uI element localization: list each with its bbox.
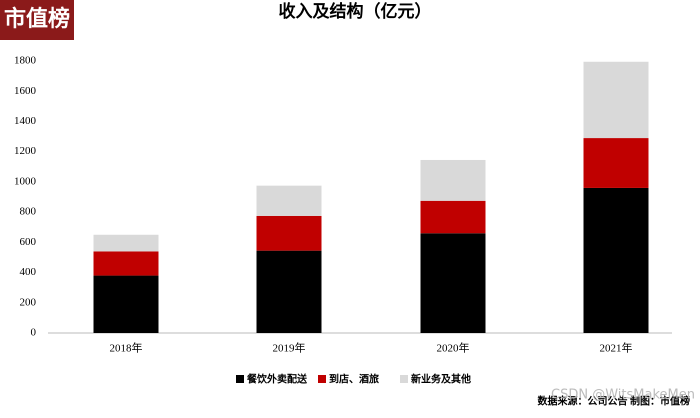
y-tick-label: 1000	[14, 175, 37, 187]
source: 数据来源：公司公告 制图：市值榜	[538, 394, 691, 407]
logo-box	[0, 0, 74, 40]
bar-segment	[93, 234, 159, 252]
logo: 市值榜	[4, 6, 70, 31]
y-tick-label: 400	[20, 266, 37, 278]
bar-segment	[420, 200, 486, 234]
x-tick-label: 2020年	[437, 341, 470, 355]
legend-label: 到店、酒旅	[329, 372, 379, 385]
x-tick-label: 2018年	[110, 341, 143, 355]
y-tick-label: 0	[31, 327, 37, 339]
bar-segment	[93, 275, 159, 333]
legend-swatch	[236, 375, 244, 383]
bar-segment	[256, 215, 322, 251]
bar-segment	[583, 61, 649, 139]
legend-swatch	[400, 375, 408, 383]
bar-segment	[256, 185, 322, 216]
legend-swatch	[318, 375, 326, 383]
bar-segment	[420, 233, 486, 333]
bar-segment	[420, 159, 486, 201]
legend-label: 餐饮外卖配送	[246, 372, 308, 385]
y-tick-label: 1800	[14, 55, 37, 67]
y-tick-label: 1400	[14, 115, 37, 127]
bar-segment	[93, 251, 159, 276]
y-tick-label: 1600	[14, 85, 37, 97]
y-tick-label: 600	[20, 236, 37, 248]
x-tick-label: 2019年	[273, 341, 306, 355]
y-tick-label: 1200	[14, 145, 37, 157]
bar-segment	[256, 250, 322, 333]
y-tick-label: 800	[20, 206, 37, 218]
legend-label: 新业务及其他	[411, 372, 471, 385]
chart-title: 收入及结构（亿元）	[279, 1, 432, 21]
y-tick-label: 200	[20, 296, 37, 308]
bar-segment	[583, 187, 649, 333]
x-tick-label: 2021年	[600, 341, 633, 355]
watermark: CSDN @WitsMakeMen	[551, 388, 695, 403]
bar-segment	[583, 138, 649, 188]
